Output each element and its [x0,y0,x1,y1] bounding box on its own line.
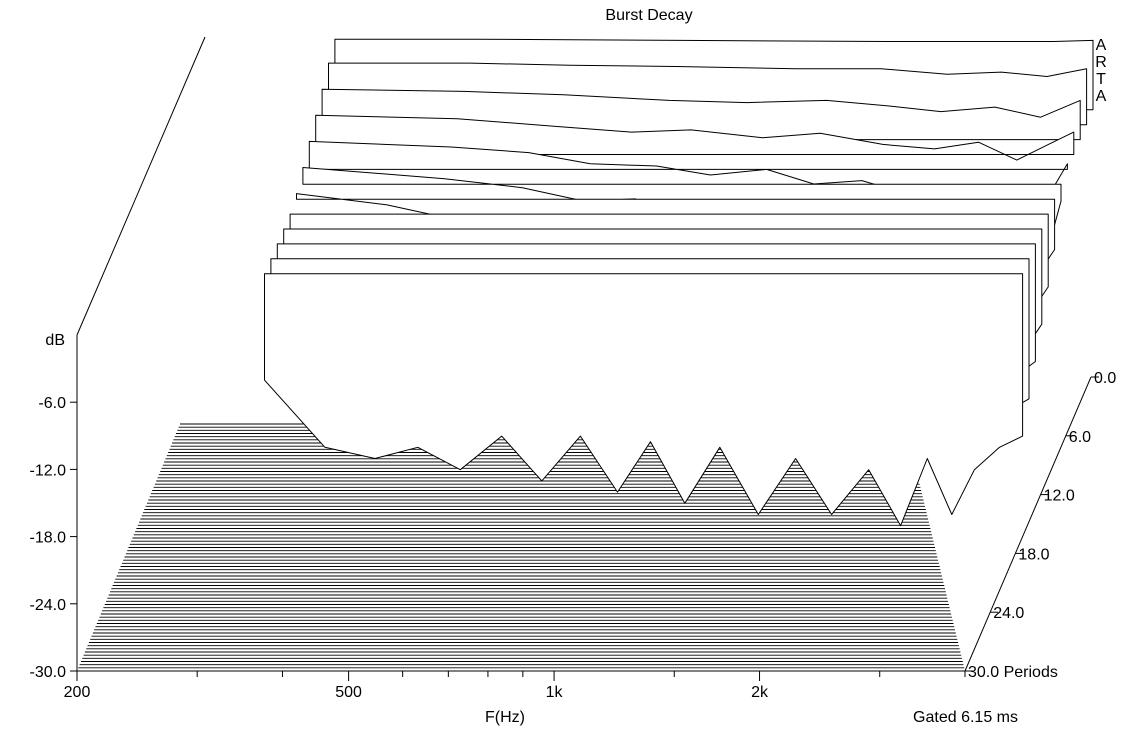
z-tick-label: 0.0 [1094,370,1116,387]
x-axis-label: F(Hz) [485,709,525,726]
z-tick-label: 12.0 [1044,488,1075,505]
decay-slice-line [264,273,1024,527]
y-axis-label: dB [45,332,65,349]
decay-slices [264,38,1094,527]
x-tick-label: 2k [751,684,769,701]
y-tick-label: -6.0 [38,395,66,412]
z-tick-label: 24.0 [993,605,1024,622]
y-tick-label: -12.0 [30,462,67,479]
x-tick-label: 1k [546,684,564,701]
axes [76,36,1092,672]
back-left-edge [76,36,206,336]
z-axis-line [964,376,1092,672]
decay-slice-line [315,114,1075,161]
z-ticks: 0.0 6.0 12.0 18.0 24.0 30.0 Periods [965,370,1116,681]
y-tick-label: -18.0 [30,530,67,547]
z-tick-label: 18.0 [1018,546,1049,563]
x-tick-label: 500 [335,684,362,701]
gating-note: Gated 6.15 ms [913,709,1018,726]
y-tick-label: -24.0 [30,597,67,614]
y-ticks: -6.0 -12.0 -18.0 -24.0 -30.0 [30,395,77,681]
x-tick-label: 200 [64,684,91,701]
z-tick-label: 30.0 Periods [968,664,1058,681]
chart-title: Burst Decay [605,7,692,24]
y-tick-label: -30.0 [30,664,67,681]
z-tick-label: 6.0 [1069,429,1091,446]
x-ticks: 200 500 1k 2k [64,671,966,701]
